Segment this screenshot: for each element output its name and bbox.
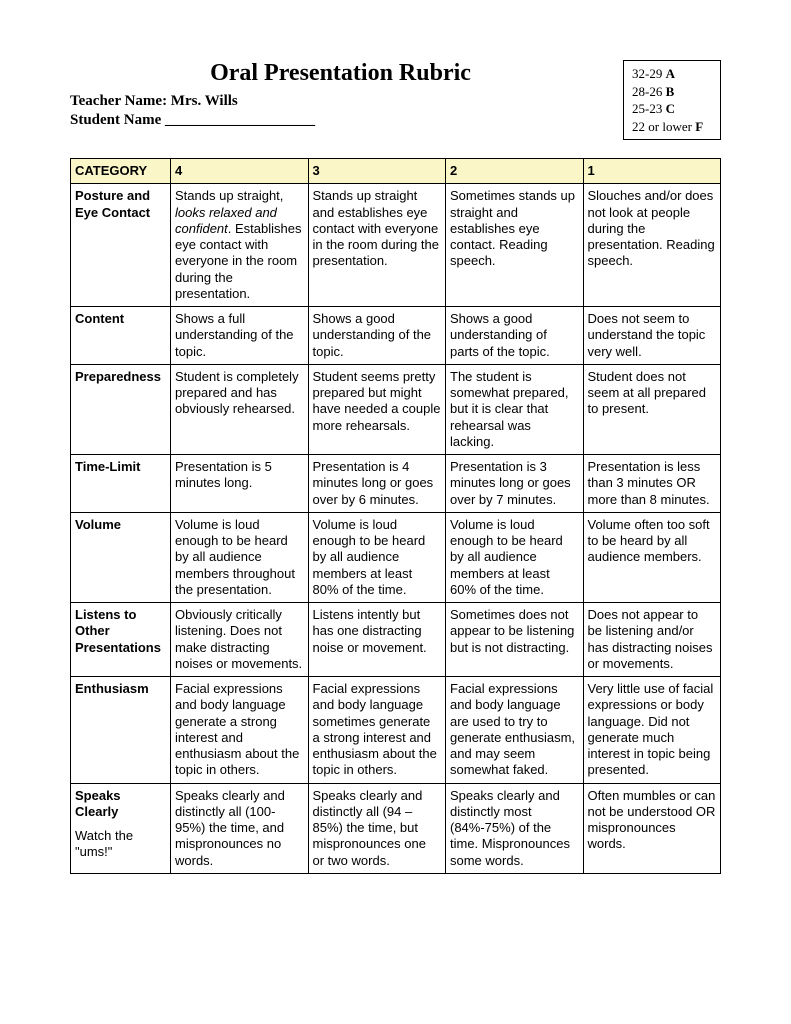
score-2-cell: Speaks clearly and distinctly most (84%-… xyxy=(446,783,584,873)
col-3: 3 xyxy=(308,159,446,184)
score-3-cell: Shows a good understanding of the topic. xyxy=(308,307,446,365)
table-row: ContentShows a full understanding of the… xyxy=(71,307,721,365)
score-3-cell: Facial expressions and body language som… xyxy=(308,677,446,784)
grade-line: 32-29 A xyxy=(632,65,712,83)
score-2-cell: Volume is loud enough to be heard by all… xyxy=(446,512,584,602)
table-row: Posture and Eye ContactStands up straigh… xyxy=(71,184,721,307)
header-left: Oral Presentation Rubric Teacher Name: M… xyxy=(70,60,611,131)
score-3-cell: Presentation is 4 minutes long or goes o… xyxy=(308,455,446,513)
table-row: Listens to Other PresentationsObviously … xyxy=(71,603,721,677)
score-1-cell: Often mumbles or can not be understood O… xyxy=(583,783,721,873)
teacher-name: Teacher Name: Mrs. Wills xyxy=(70,93,611,110)
score-3-cell: Speaks clearly and distinctly all (94 – … xyxy=(308,783,446,873)
category-cell: Posture and Eye Contact xyxy=(71,184,171,307)
score-2-cell: Facial expressions and body language are… xyxy=(446,677,584,784)
score-4-cell: Student is completely prepared and has o… xyxy=(171,364,309,454)
col-2: 2 xyxy=(446,159,584,184)
table-row: VolumeVolume is loud enough to be heard … xyxy=(71,512,721,602)
header: Oral Presentation Rubric Teacher Name: M… xyxy=(70,60,721,140)
col-1: 1 xyxy=(583,159,721,184)
score-4-cell: Speaks clearly and distinctly all (100-9… xyxy=(171,783,309,873)
table-row: Time-LimitPresentation is 5 minutes long… xyxy=(71,455,721,513)
category-cell: Enthusiasm xyxy=(71,677,171,784)
score-4-cell: Shows a full understanding of the topic. xyxy=(171,307,309,365)
grade-scale-box: 32-29 A 28-26 B 25-23 C 22 or lower F xyxy=(623,60,721,140)
col-category: CATEGORY xyxy=(71,159,171,184)
score-3-cell: Stands up straight and establishes eye c… xyxy=(308,184,446,307)
score-1-cell: Does not appear to be listening and/or h… xyxy=(583,603,721,677)
category-cell: Content xyxy=(71,307,171,365)
table-row: Speaks ClearlyWatch the "ums!"Speaks cle… xyxy=(71,783,721,873)
score-2-cell: Sometimes does not appear to be listenin… xyxy=(446,603,584,677)
table-row: PreparednessStudent is completely prepar… xyxy=(71,364,721,454)
grade-line: 22 or lower F xyxy=(632,118,712,136)
score-2-cell: The student is somewhat prepared, but it… xyxy=(446,364,584,454)
score-4-cell: Obviously critically listening. Does not… xyxy=(171,603,309,677)
score-4-cell: Volume is loud enough to be heard by all… xyxy=(171,512,309,602)
category-note: Watch the "ums!" xyxy=(75,828,166,861)
score-1-cell: Student does not seem at all prepared to… xyxy=(583,364,721,454)
table-row: EnthusiasmFacial expressions and body la… xyxy=(71,677,721,784)
grade-line: 25-23 C xyxy=(632,100,712,118)
student-name: Student Name ____________________ xyxy=(70,112,611,129)
score-4-cell: Facial expressions and body language gen… xyxy=(171,677,309,784)
grade-line: 28-26 B xyxy=(632,83,712,101)
category-cell: Speaks ClearlyWatch the "ums!" xyxy=(71,783,171,873)
page-title: Oral Presentation Rubric xyxy=(70,60,611,87)
category-cell: Listens to Other Presentations xyxy=(71,603,171,677)
score-3-cell: Volume is loud enough to be heard by all… xyxy=(308,512,446,602)
category-cell: Time-Limit xyxy=(71,455,171,513)
score-1-cell: Volume often too soft to be heard by all… xyxy=(583,512,721,602)
category-cell: Volume xyxy=(71,512,171,602)
score-2-cell: Shows a good understanding of parts of t… xyxy=(446,307,584,365)
score-1-cell: Does not seem to understand the topic ve… xyxy=(583,307,721,365)
rubric-table: CATEGORY 4 3 2 1 Posture and Eye Contact… xyxy=(70,158,721,874)
score-4-cell: Presentation is 5 minutes long. xyxy=(171,455,309,513)
score-3-cell: Listens intently but has one distracting… xyxy=(308,603,446,677)
score-1-cell: Very little use of facial expressions or… xyxy=(583,677,721,784)
score-4-cell: Stands up straight, looks relaxed and co… xyxy=(171,184,309,307)
table-header-row: CATEGORY 4 3 2 1 xyxy=(71,159,721,184)
score-3-cell: Student seems pretty prepared but might … xyxy=(308,364,446,454)
score-1-cell: Slouches and/or does not look at people … xyxy=(583,184,721,307)
category-cell: Preparedness xyxy=(71,364,171,454)
col-4: 4 xyxy=(171,159,309,184)
score-2-cell: Presentation is 3 minutes long or goes o… xyxy=(446,455,584,513)
score-1-cell: Presentation is less than 3 minutes OR m… xyxy=(583,455,721,513)
score-2-cell: Sometimes stands up straight and establi… xyxy=(446,184,584,307)
